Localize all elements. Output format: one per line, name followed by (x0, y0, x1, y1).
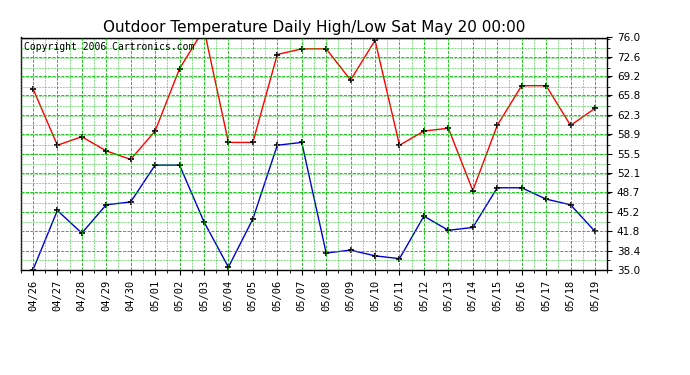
Title: Outdoor Temperature Daily High/Low Sat May 20 00:00: Outdoor Temperature Daily High/Low Sat M… (103, 20, 525, 35)
Text: Copyright 2006 Cartronics.com: Copyright 2006 Cartronics.com (23, 42, 194, 52)
